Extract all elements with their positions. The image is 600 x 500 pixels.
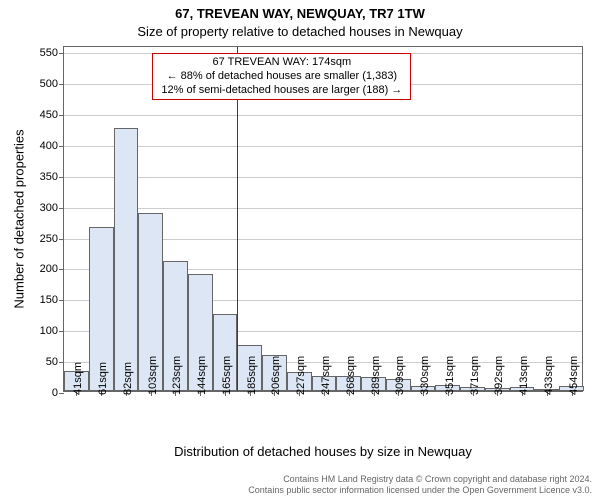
- xtick-label: 103sqm: [147, 356, 159, 395]
- xtick-label: 309sqm: [394, 356, 406, 395]
- xtick-label: 351sqm: [444, 356, 456, 395]
- y-axis-label: Number of detached properties: [12, 129, 27, 308]
- chart-title-2: Size of property relative to detached ho…: [0, 24, 600, 39]
- ytick-label: 0: [52, 387, 64, 399]
- xtick-label: 371sqm: [469, 356, 481, 395]
- footer-attribution: Contains HM Land Registry data © Crown c…: [248, 474, 592, 496]
- xtick-label: 165sqm: [221, 356, 233, 395]
- xtick-label: 185sqm: [246, 356, 258, 395]
- xtick-label: 413sqm: [518, 356, 530, 395]
- footer-line-1: Contains HM Land Registry data © Crown c…: [248, 474, 592, 485]
- xtick-label: 454sqm: [568, 356, 580, 395]
- xtick-label: 123sqm: [171, 356, 183, 395]
- info-box-line-3: 12% of semi-detached houses are larger (…: [161, 84, 402, 98]
- xtick-label: 227sqm: [295, 356, 307, 395]
- info-box-line-1: 67 TREVEAN WAY: 174sqm: [161, 56, 402, 70]
- plot-area: 05010015020025030035040045050055041sqm61…: [63, 46, 583, 392]
- ytick-label: 550: [40, 47, 64, 59]
- xtick-label: 61sqm: [97, 362, 109, 395]
- xtick-label: 433sqm: [543, 356, 555, 395]
- ytick-label: 400: [40, 140, 64, 152]
- xtick-label: 268sqm: [345, 356, 357, 395]
- gridline: [64, 146, 582, 147]
- ytick-label: 500: [40, 78, 64, 90]
- ytick-label: 200: [40, 263, 64, 275]
- chart-title-1: 67, TREVEAN WAY, NEWQUAY, TR7 1TW: [0, 6, 600, 21]
- ytick-label: 300: [40, 202, 64, 214]
- ytick-label: 350: [40, 171, 64, 183]
- xtick-label: 82sqm: [122, 362, 134, 395]
- xtick-label: 330sqm: [419, 356, 431, 395]
- chart-container: 67, TREVEAN WAY, NEWQUAY, TR7 1TW Size o…: [0, 0, 600, 500]
- ytick-label: 250: [40, 233, 64, 245]
- bar: [114, 128, 139, 391]
- ytick-label: 450: [40, 109, 64, 121]
- x-axis-label: Distribution of detached houses by size …: [63, 444, 583, 459]
- gridline: [64, 115, 582, 116]
- gridline: [64, 177, 582, 178]
- xtick-label: 289sqm: [370, 356, 382, 395]
- xtick-label: 144sqm: [196, 356, 208, 395]
- xtick-label: 41sqm: [72, 362, 84, 395]
- xtick-label: 247sqm: [320, 356, 332, 395]
- info-box-line-2: ← 88% of detached houses are smaller (1,…: [161, 70, 402, 84]
- info-box: 67 TREVEAN WAY: 174sqm← 88% of detached …: [152, 53, 411, 100]
- footer-line-2: Contains public sector information licen…: [248, 485, 592, 496]
- xtick-label: 206sqm: [270, 356, 282, 395]
- ytick-label: 50: [46, 356, 64, 368]
- xtick-label: 392sqm: [493, 356, 505, 395]
- ytick-label: 100: [40, 325, 64, 337]
- gridline: [64, 208, 582, 209]
- ytick-label: 150: [40, 294, 64, 306]
